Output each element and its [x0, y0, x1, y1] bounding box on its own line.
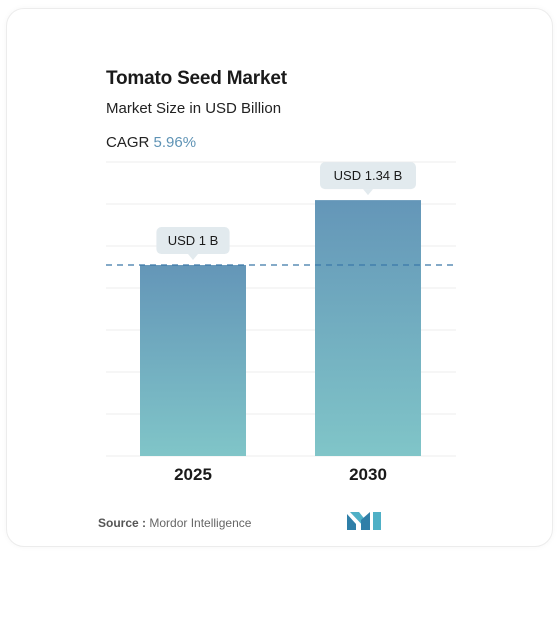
cagr-label: CAGR — [106, 134, 150, 151]
chart-card — [6, 8, 553, 547]
chart-title: Tomato Seed Market — [106, 68, 287, 89]
cagr-value: 5.96% — [153, 134, 197, 151]
data-label-pointer — [363, 189, 373, 196]
cagr-text: CAGR 5.96% — [106, 134, 196, 151]
x-tick-labels: 2025 2030 — [174, 465, 387, 484]
chart-subtitle: Market Size in USD Billion — [106, 100, 282, 117]
data-label-text: USD 1.34 B — [334, 168, 403, 183]
data-label-2025: USD 1 B — [156, 227, 230, 261]
x-tick-2030: 2030 — [349, 465, 387, 484]
x-tick-2025: 2025 — [174, 465, 212, 484]
mordor-logo-icon — [347, 512, 381, 530]
source-value: Mordor Intelligence — [149, 516, 252, 530]
data-labels: USD 1 B USD 1.34 B — [156, 162, 416, 261]
bars — [106, 200, 456, 456]
source-label: Source : — [98, 516, 147, 530]
data-label-box — [320, 162, 416, 190]
data-label-text: USD 1 B — [168, 233, 219, 248]
data-label-2030: USD 1.34 B — [320, 162, 416, 196]
data-label-box — [156, 227, 230, 255]
data-label-pointer — [188, 254, 198, 261]
bar-2025 — [140, 265, 246, 456]
source-note: Source : Mordor Intelligence — [98, 516, 251, 530]
bar-2030 — [315, 200, 421, 456]
